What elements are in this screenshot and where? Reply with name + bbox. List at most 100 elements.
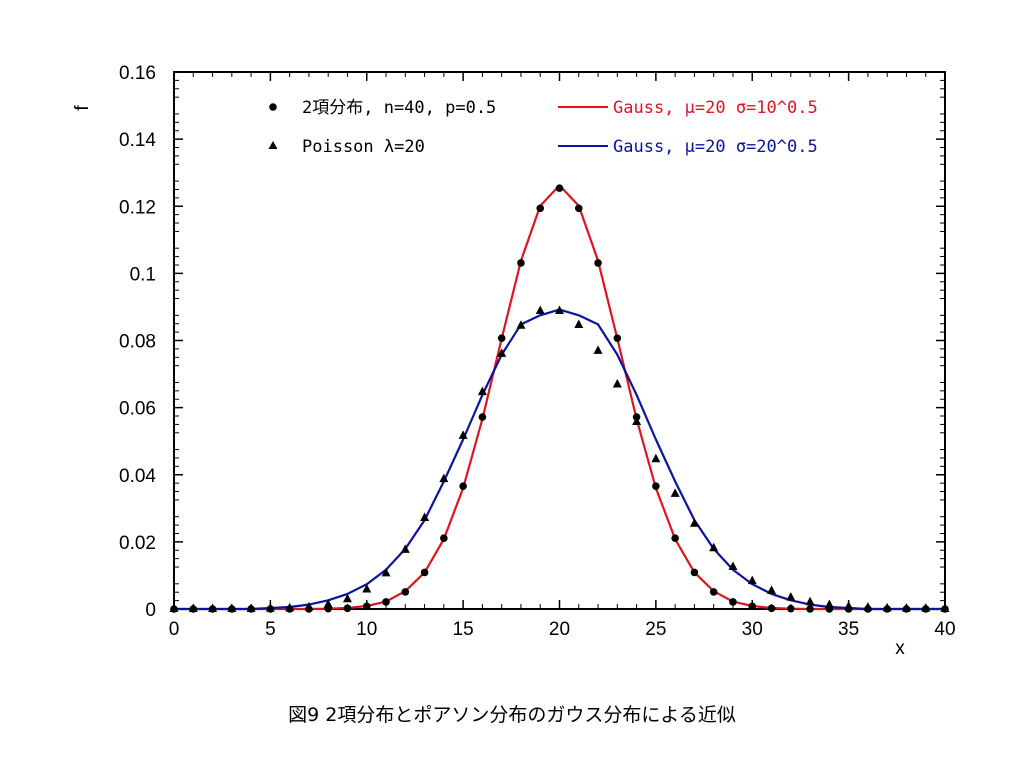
x-tick-label: 5 [265, 619, 276, 640]
poisson-point [940, 603, 950, 612]
poisson-point [901, 603, 911, 612]
x-tick-label: 10 [356, 619, 377, 640]
poisson-point [400, 544, 410, 553]
x-tick-label: 0 [169, 619, 180, 640]
binomial-point [709, 588, 718, 596]
legend: 2項分布, n=40, p=0.5 Poisson λ=20 Gauss, μ=… [268, 98, 818, 157]
binomial-point [806, 605, 814, 613]
poisson-point [767, 585, 777, 594]
y-tick-label: 0.1 [130, 264, 156, 285]
figure-caption: 図9 2項分布とポアソン分布のガウス分布による近似 [288, 704, 736, 726]
legend-poisson-label: Poisson λ=20 [302, 137, 425, 157]
poisson-point [323, 599, 333, 608]
poisson-point [169, 603, 179, 612]
binomial-point [671, 534, 679, 542]
poisson-point [844, 601, 854, 610]
poisson-point [593, 345, 603, 354]
poisson-point [670, 488, 680, 497]
binomial-point [401, 588, 410, 596]
poisson-point [747, 575, 757, 585]
binomial-point [420, 568, 429, 577]
y-tick-label: 0.14 [119, 130, 156, 151]
poisson-point [574, 319, 584, 329]
x-tick-label: 20 [549, 619, 570, 640]
y-tick-label: 0.02 [119, 533, 156, 554]
x-tick-label: 30 [742, 619, 763, 640]
y-tick-label: 0.12 [119, 197, 156, 218]
poisson-point [786, 592, 796, 601]
poisson-point [805, 596, 815, 606]
binomial-point [690, 568, 699, 577]
poisson-point [497, 348, 507, 357]
poisson-point [651, 453, 661, 463]
poisson-point [728, 561, 738, 571]
gauss-curve-2 [174, 184, 945, 611]
binomial-point [440, 534, 448, 542]
poisson-point [863, 602, 873, 611]
poisson-point [285, 602, 295, 612]
binomial-point [343, 604, 352, 613]
legend-poisson-marker [268, 141, 278, 149]
poisson-point [824, 599, 834, 608]
legend-gauss-red-label: Gauss, μ=20 σ=10^0.5 [613, 98, 818, 118]
y-tick-label: 0.16 [119, 63, 156, 84]
poisson-point [342, 593, 352, 603]
poisson-point [439, 473, 449, 483]
markers-layer [169, 184, 950, 613]
binomial-point [594, 259, 602, 267]
plot-frame [173, 71, 946, 610]
poisson-point [246, 603, 256, 612]
poisson-point [689, 518, 699, 527]
poisson-point [882, 602, 892, 612]
poisson-point [516, 320, 526, 329]
poisson-point [921, 603, 931, 612]
poisson-point [555, 305, 564, 314]
binomial-point [748, 602, 757, 611]
x-tick-label: 25 [645, 619, 666, 640]
poisson-point [208, 603, 218, 612]
binomial-point [382, 598, 390, 606]
poisson-point [709, 542, 719, 552]
binomial-point [536, 204, 545, 213]
poisson-point [477, 386, 487, 396]
poisson-point [458, 430, 468, 439]
poisson-point [632, 416, 642, 426]
poisson-point [612, 378, 622, 388]
x-tick-label: 40 [934, 619, 955, 640]
x-axis-label: x [895, 638, 905, 659]
binomial-point [478, 413, 487, 421]
poisson-point [265, 603, 275, 612]
binomial-point [517, 259, 525, 267]
legend-binomial-label: 2項分布, n=40, p=0.5 [302, 98, 496, 118]
binomial-point [729, 598, 737, 606]
binomial-point [787, 604, 795, 613]
curves-layer [174, 184, 945, 611]
y-tick-label: 0.04 [119, 466, 156, 487]
ticks-layer: 0 5 10 15 20 25 30 35 40 0 0.02 0.04 0.06 0.08 0.1 0.12… [119, 63, 956, 640]
poisson-point [381, 567, 391, 577]
binomial-point [459, 482, 467, 490]
binomial-point [767, 604, 776, 613]
y-tick-label: 0 [145, 600, 156, 621]
gauss-curve-3 [174, 308, 945, 611]
binomial-point [652, 482, 660, 490]
poisson-point [535, 305, 545, 314]
binomial-point [574, 204, 583, 213]
poisson-point [188, 603, 198, 612]
poisson-point [420, 512, 430, 522]
binomial-point [497, 334, 506, 342]
poisson-point [304, 601, 314, 611]
binomial-point [555, 184, 564, 192]
poisson-point [227, 603, 237, 612]
poisson-point [362, 584, 372, 593]
binomial-point [362, 602, 371, 611]
y-tick-label: 0.06 [119, 399, 156, 420]
legend-gauss-blue-label: Gauss, μ=20 σ=20^0.5 [613, 137, 818, 157]
y-tick-label: 0.08 [119, 332, 156, 353]
x-tick-label: 15 [453, 619, 474, 640]
legend-binomial-marker [269, 103, 277, 111]
x-tick-label: 35 [838, 619, 859, 640]
y-axis-label: f [72, 105, 93, 111]
binomial-point [613, 334, 622, 342]
